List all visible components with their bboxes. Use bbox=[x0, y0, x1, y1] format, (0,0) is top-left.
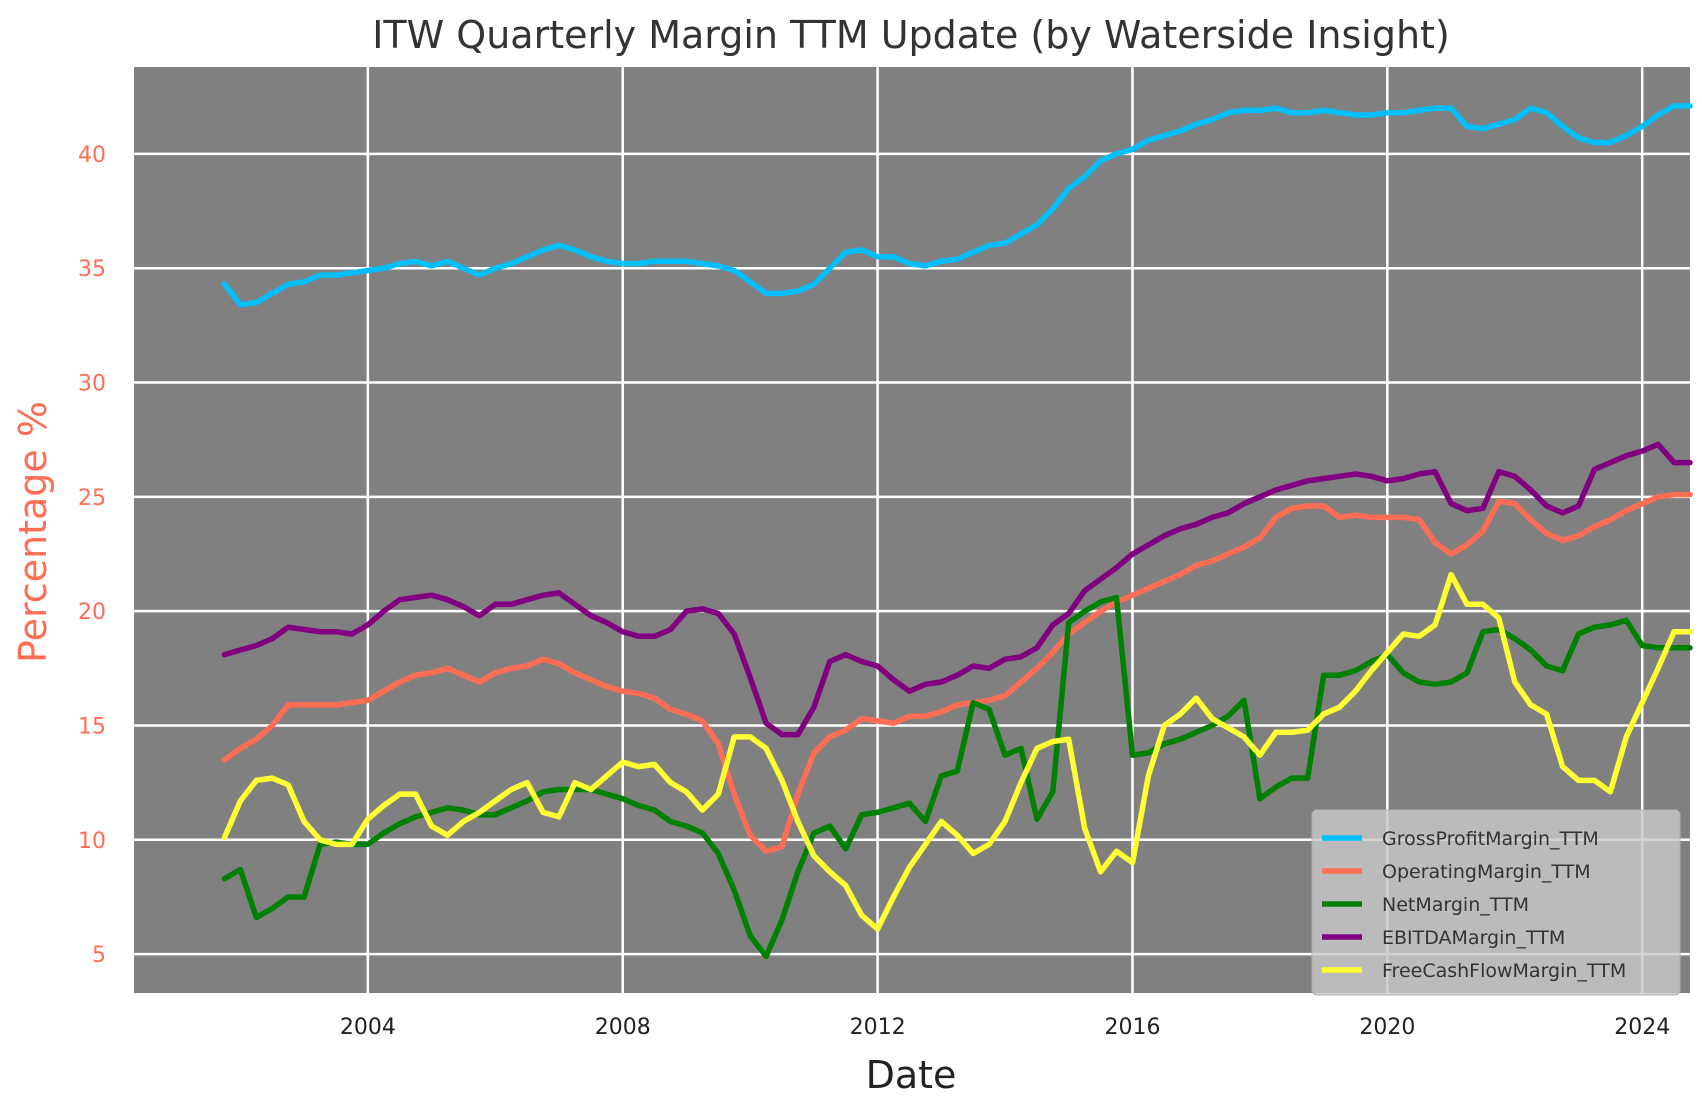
y-tick-25: 25 bbox=[78, 486, 106, 511]
y-axis-label: Percentage % bbox=[11, 401, 55, 663]
y-tick-5: 5 bbox=[92, 943, 106, 968]
series-line-FreeCashFlowMargin_TTM bbox=[221, 571, 1693, 932]
y-tick-10: 10 bbox=[78, 829, 106, 854]
legend-label-EBITDAMargin_TTM: EBITDAMargin_TTM bbox=[1382, 927, 1565, 949]
y-tick-15: 15 bbox=[78, 714, 106, 739]
x-tick-2012: 2012 bbox=[850, 1015, 906, 1040]
x-tick-2020: 2020 bbox=[1359, 1015, 1415, 1040]
series-line-GrossProfitMargin_TTM bbox=[221, 103, 1693, 308]
x-axis-label: Date bbox=[866, 1053, 957, 1097]
y-tick-35: 35 bbox=[78, 257, 106, 282]
x-tick-2004: 2004 bbox=[340, 1015, 396, 1040]
series-lines bbox=[221, 103, 1693, 960]
x-tick-labels: 2004 2008 2012 2016 2020 2024 bbox=[340, 1015, 1670, 1040]
legend-label-FreeCashFlowMargin_TTM: FreeCashFlowMargin_TTM bbox=[1382, 960, 1626, 982]
series-line-OperatingMargin_TTM bbox=[221, 491, 1693, 854]
series-line-NetMargin_TTM bbox=[221, 594, 1693, 960]
y-tick-30: 30 bbox=[78, 372, 106, 397]
legend-label-GrossProfitMargin_TTM: GrossProfitMargin_TTM bbox=[1382, 828, 1599, 850]
y-tick-20: 20 bbox=[78, 600, 106, 625]
legend-label-NetMargin_TTM: NetMargin_TTM bbox=[1382, 894, 1529, 916]
y-tick-40: 40 bbox=[78, 143, 106, 168]
legend: GrossProfitMargin_TTM OperatingMargin_TTM… bbox=[1311, 809, 1681, 996]
x-tick-2024: 2024 bbox=[1614, 1015, 1670, 1040]
series-line-EBITDAMargin_TTM bbox=[221, 441, 1693, 738]
chart-title: ITW Quarterly Margin TTM Update (by Wate… bbox=[372, 13, 1450, 57]
x-tick-2016: 2016 bbox=[1104, 1015, 1160, 1040]
legend-label-OperatingMargin_TTM: OperatingMargin_TTM bbox=[1382, 861, 1591, 883]
legend-box bbox=[1311, 809, 1681, 996]
y-tick-labels: 5 10 15 20 25 30 35 40 bbox=[78, 143, 106, 968]
x-tick-2008: 2008 bbox=[595, 1015, 651, 1040]
